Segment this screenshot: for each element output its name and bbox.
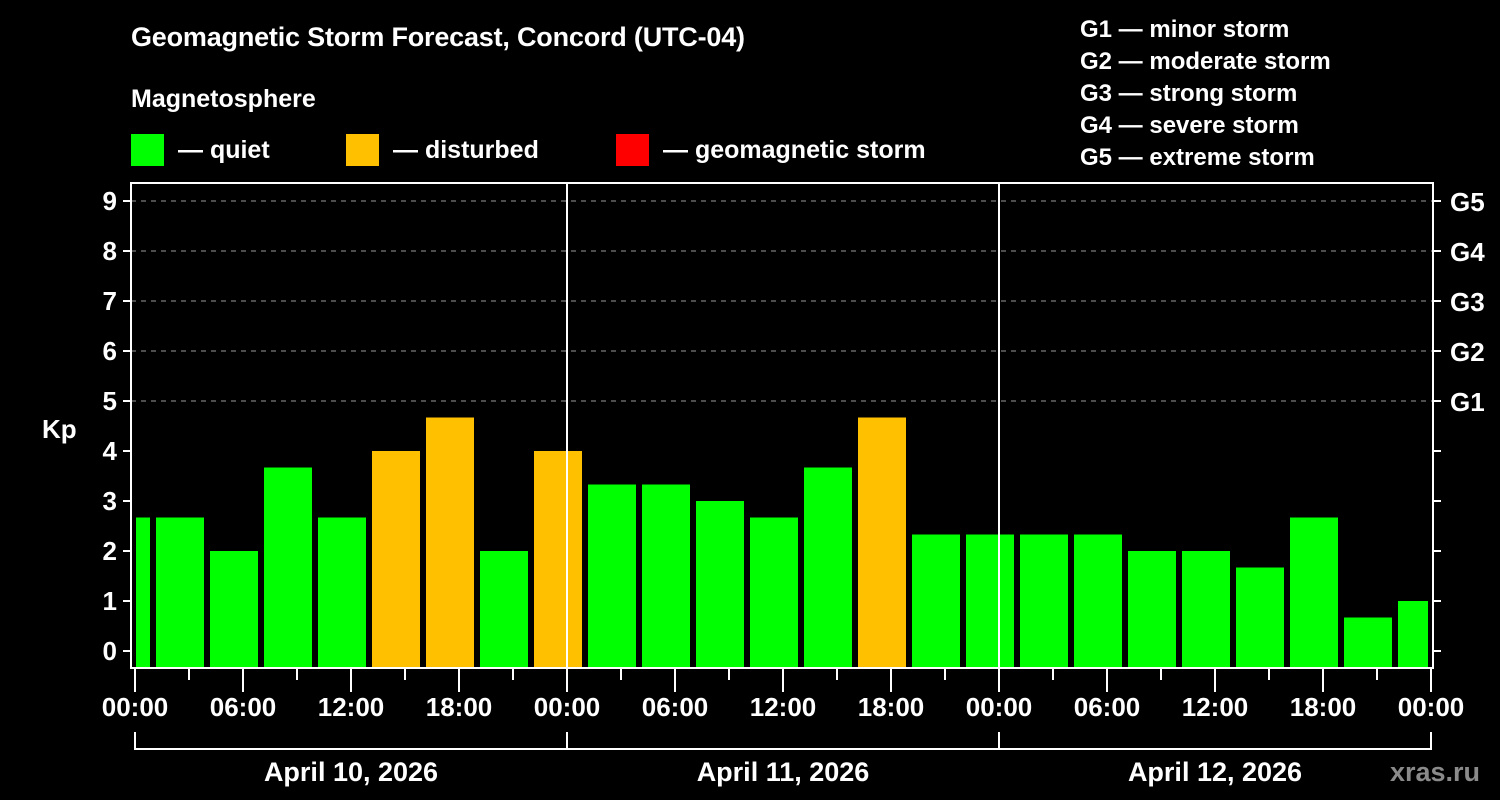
y-tick-label: 6	[103, 336, 117, 366]
x-tick-label: 12:00	[1182, 692, 1249, 722]
storm-scale-legend: G1 — minor storm G2 — moderate storm G3 …	[1080, 14, 1331, 174]
kp-bar	[912, 534, 960, 668]
y-tick-label: 0	[103, 636, 117, 666]
kp-bar	[966, 534, 1014, 668]
y-tick-label: 4	[103, 436, 118, 466]
kp-bar	[1290, 517, 1338, 668]
legend-item-storm: — geomagnetic storm	[616, 134, 926, 166]
kp-bar	[1020, 534, 1068, 668]
x-tick-label: 00:00	[102, 692, 169, 722]
y-tick-label: 8	[103, 236, 117, 266]
y-tick-label: 7	[103, 286, 117, 316]
storm-swatch	[616, 134, 649, 166]
kp-bar	[804, 467, 852, 668]
kp-bar	[1074, 534, 1122, 668]
kp-bar	[1398, 601, 1428, 668]
x-tick-label: 18:00	[1290, 692, 1357, 722]
x-tick-label: 18:00	[426, 692, 493, 722]
legend-item-disturbed: — disturbed	[346, 134, 539, 166]
kp-bar	[858, 417, 906, 668]
storm-level-label: G5	[1450, 187, 1485, 217]
scale-g1: G1 — minor storm	[1080, 16, 1290, 43]
chart-title: Geomagnetic Storm Forecast, Concord (UTC…	[131, 22, 745, 52]
kp-bar	[318, 517, 366, 668]
storm-level-label: G1	[1450, 387, 1485, 417]
day-label: April 12, 2026	[1128, 757, 1302, 787]
kp-bar	[750, 517, 798, 668]
kp-bar	[696, 501, 744, 668]
legend-label: — quiet	[178, 135, 270, 164]
kp-bar	[156, 517, 204, 668]
storm-level-label: G3	[1450, 287, 1485, 317]
kp-bar	[1128, 551, 1176, 668]
kp-bar	[1236, 567, 1284, 668]
legend-item-quiet: — quiet	[131, 134, 270, 166]
kp-bar	[136, 517, 150, 668]
legend-title: Magnetosphere	[131, 85, 316, 113]
scale-g2: G2 — moderate storm	[1080, 48, 1331, 75]
kp-bar	[1182, 551, 1230, 668]
kp-bar	[642, 484, 690, 668]
kp-bar	[210, 551, 258, 668]
watermark: xras.ru	[1390, 757, 1480, 787]
storm-level-label: G4	[1450, 237, 1485, 267]
y-axis-label: Kp	[42, 414, 77, 444]
y-tick-label: 2	[103, 536, 117, 566]
legend-label: — disturbed	[393, 135, 539, 164]
y-tick-label: 3	[103, 486, 117, 516]
disturbed-swatch	[346, 134, 379, 166]
scale-g4: G4 — severe storm	[1080, 112, 1299, 139]
day-bracket	[134, 732, 1432, 750]
x-tick-label: 12:00	[318, 692, 385, 722]
kp-bar	[264, 467, 312, 668]
x-tick-label: 12:00	[750, 692, 817, 722]
scale-g5: G5 — extreme storm	[1080, 144, 1315, 171]
y-tick-label: 9	[103, 186, 117, 216]
x-tick-label: 18:00	[858, 692, 925, 722]
x-tick-label: 06:00	[642, 692, 709, 722]
quiet-swatch	[131, 134, 164, 166]
x-tick-label: 00:00	[1398, 692, 1465, 722]
day-label: April 11, 2026	[697, 757, 870, 787]
scale-g3: G3 — strong storm	[1080, 80, 1298, 107]
kp-bar	[534, 451, 582, 668]
kp-bar	[1344, 617, 1392, 668]
storm-level-label: G2	[1450, 337, 1485, 367]
legend-label: — geomagnetic storm	[663, 135, 926, 164]
y-tick-label: 1	[103, 586, 117, 616]
kp-bar	[426, 417, 474, 668]
kp-bar	[588, 484, 636, 668]
y-tick-label: 5	[103, 386, 117, 416]
day-label: April 10, 2026	[264, 757, 438, 787]
x-tick-label: 06:00	[210, 692, 277, 722]
x-tick-label: 00:00	[966, 692, 1033, 722]
kp-bar	[372, 451, 420, 668]
x-tick-label: 06:00	[1074, 692, 1141, 722]
x-tick-label: 00:00	[534, 692, 601, 722]
kp-bar	[480, 551, 528, 668]
